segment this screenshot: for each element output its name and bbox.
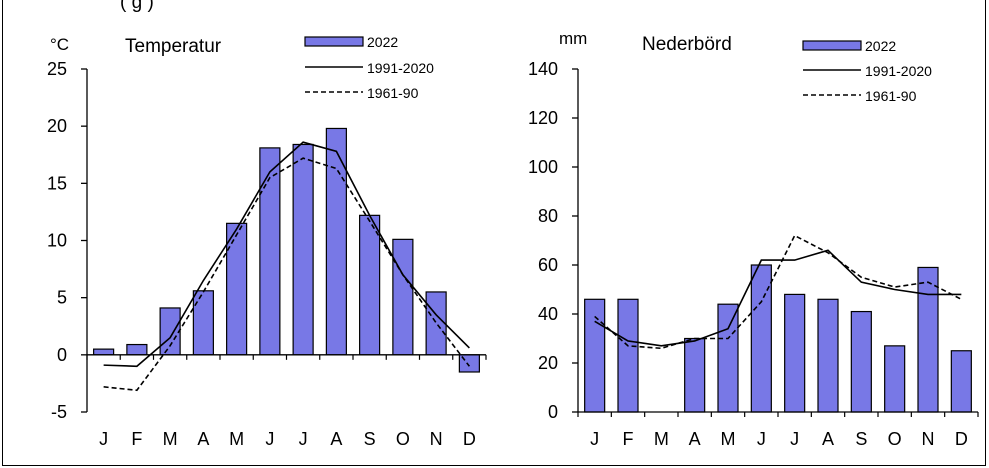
x-tick-label: F xyxy=(623,429,634,449)
x-tick-label: A xyxy=(330,429,342,449)
x-tick-label: J xyxy=(299,429,308,449)
x-tick-label: M xyxy=(721,429,736,449)
series-line-1961-90 xyxy=(103,157,471,392)
y-tick-label: 10 xyxy=(47,231,67,251)
y-tick-label: -5 xyxy=(51,402,67,422)
bar-f-1 xyxy=(126,343,148,356)
bar-o-9 xyxy=(392,238,414,356)
x-tick-label: D xyxy=(955,429,968,449)
bar-a-3 xyxy=(192,290,214,356)
bar-s-8 xyxy=(359,214,381,356)
x-tick-label: J xyxy=(757,429,766,449)
y-tick-label: 140 xyxy=(528,59,558,79)
x-tick-label: S xyxy=(855,429,867,449)
x-tick-label: M xyxy=(229,429,244,449)
bar-f-1 xyxy=(617,298,639,413)
chart-title: Nederbörd xyxy=(642,34,732,55)
y-tick-label: 20 xyxy=(47,116,67,136)
legend-label: 1961-90 xyxy=(367,85,419,101)
bar-a-7 xyxy=(817,298,839,413)
y-tick-label: 25 xyxy=(47,59,67,79)
x-tick-label: O xyxy=(888,429,902,449)
bar-j-0 xyxy=(93,348,115,356)
x-tick-label: J xyxy=(790,429,799,449)
x-tick-label: S xyxy=(364,429,376,449)
x-tick-label: A xyxy=(822,429,834,449)
y-tick-label: 5 xyxy=(57,288,67,308)
legend-label: 2022 xyxy=(865,38,896,54)
bar-m-2 xyxy=(159,307,181,356)
bar-a-3 xyxy=(684,337,706,413)
bar-n-10 xyxy=(425,291,447,356)
y-tick-label: 0 xyxy=(548,402,558,422)
bar-o-9 xyxy=(884,345,906,413)
legend-swatch-bar xyxy=(802,40,862,51)
x-tick-label: N xyxy=(922,429,935,449)
y-tick-label: 80 xyxy=(538,206,558,226)
x-tick-label: J xyxy=(99,429,108,449)
series-line-1991-2020 xyxy=(594,249,962,347)
bar-n-10 xyxy=(917,266,939,413)
series-line-1961-90 xyxy=(594,234,962,350)
y-tick-label: 40 xyxy=(538,304,558,324)
y-axis-unit: mm xyxy=(559,29,587,48)
x-tick-label: A xyxy=(197,429,209,449)
bar-m-4 xyxy=(226,222,248,356)
bar-d-11 xyxy=(950,350,972,413)
y-tick-label: 60 xyxy=(538,255,558,275)
series-line-1991-2020 xyxy=(103,141,470,368)
y-tick-label: 0 xyxy=(57,345,67,365)
legend-label: 1991-2020 xyxy=(865,63,932,79)
y-tick-label: 100 xyxy=(528,157,558,177)
x-tick-label: J xyxy=(590,429,599,449)
x-tick-label: M xyxy=(163,429,178,449)
y-axis-unit: °C xyxy=(50,35,69,54)
bar-a-7 xyxy=(325,127,347,356)
x-tick-label: F xyxy=(131,429,142,449)
x-tick-label: M xyxy=(654,429,669,449)
legend-swatch-bar xyxy=(304,36,364,47)
bar-s-8 xyxy=(850,310,872,413)
header-fragment: ( g ) xyxy=(120,0,154,13)
y-tick-label: 15 xyxy=(47,173,67,193)
bar-m-4 xyxy=(717,303,739,413)
x-tick-label: D xyxy=(463,429,476,449)
legend-label: 1961-90 xyxy=(865,88,917,104)
x-tick-label: O xyxy=(396,429,410,449)
y-tick-label: 120 xyxy=(528,108,558,128)
x-tick-label: A xyxy=(689,429,701,449)
x-tick-label: J xyxy=(265,429,274,449)
x-tick-label: N xyxy=(430,429,443,449)
bar-j-6 xyxy=(784,293,806,413)
bar-j-0 xyxy=(584,298,606,413)
legend-label: 1991-2020 xyxy=(367,60,434,76)
y-tick-label: 20 xyxy=(538,353,558,373)
legend-label: 2022 xyxy=(367,34,398,50)
bar-j-6 xyxy=(292,143,314,356)
chart-title: Temperatur xyxy=(125,36,222,57)
